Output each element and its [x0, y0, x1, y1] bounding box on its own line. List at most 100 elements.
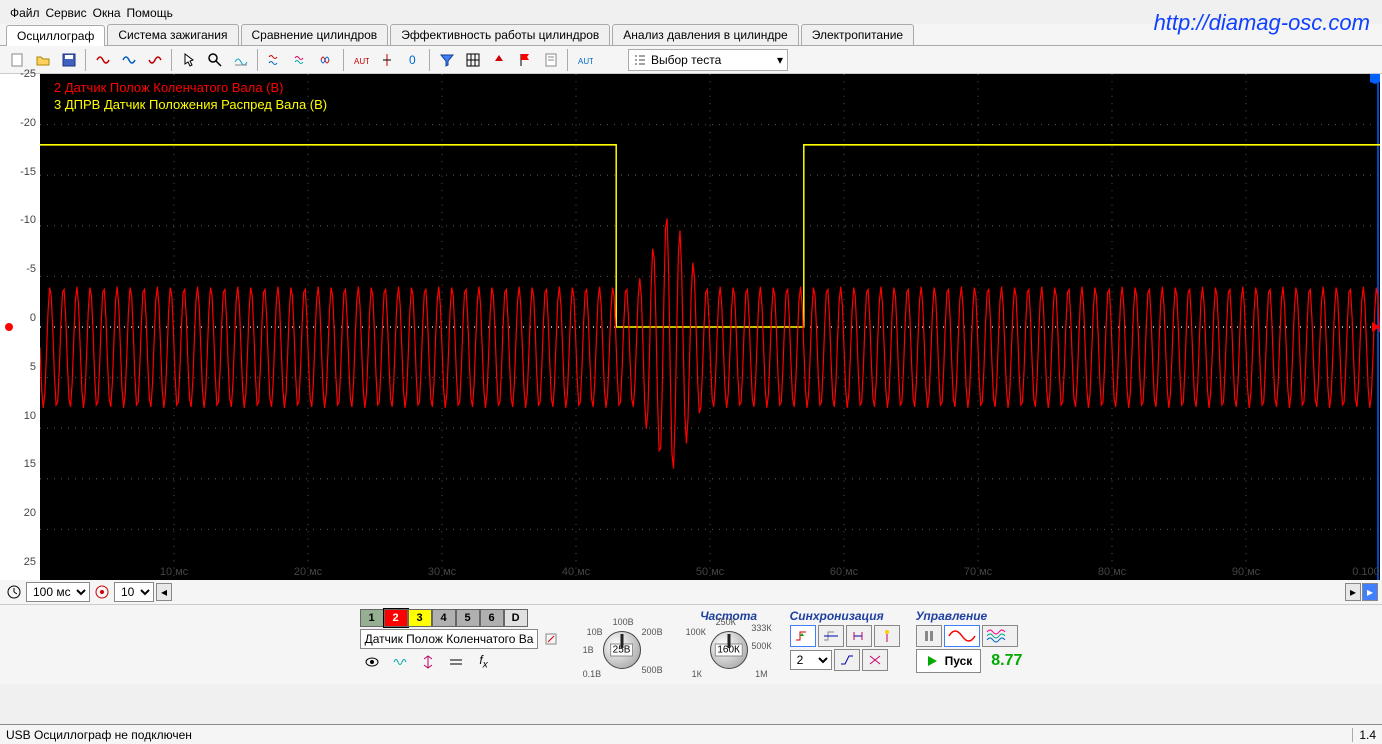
harmonic3-icon[interactable]	[143, 48, 167, 72]
zero-marker-left	[4, 322, 14, 332]
y-tick: 25	[24, 556, 36, 568]
div-icon[interactable]	[93, 583, 111, 601]
coupling-icon[interactable]	[445, 651, 467, 673]
channel-button-2[interactable]: 2	[384, 609, 408, 627]
multiwave1-icon[interactable]	[263, 48, 287, 72]
voltage-knob[interactable]: 25В	[603, 631, 641, 669]
channel-button-6[interactable]: 6	[480, 609, 504, 627]
separator	[257, 49, 259, 71]
pause-button[interactable]	[916, 625, 942, 647]
menu-file[interactable]: Файл	[10, 6, 40, 20]
harmonic1-icon[interactable]	[91, 48, 115, 72]
legend-item: 2 Датчик Полож Коленчатого Вала (В)	[54, 80, 327, 95]
y-tick: -15	[20, 166, 36, 178]
channel-button-4[interactable]: 4	[432, 609, 456, 627]
grid-icon[interactable]	[461, 48, 485, 72]
channel-button-D[interactable]: D	[504, 609, 528, 627]
menu-help[interactable]: Помощь	[127, 6, 173, 20]
y-tick: 15	[24, 458, 36, 470]
timebase-select[interactable]: 100 мс	[26, 582, 90, 602]
voltage-value: 25В	[610, 644, 634, 657]
sync-mode-ext-icon[interactable]	[874, 625, 900, 647]
filter-icon[interactable]	[435, 48, 459, 72]
single-wave-button[interactable]	[944, 625, 980, 647]
legend: 2 Датчик Полож Коленчатого Вала (В) 3 ДПР…	[54, 80, 327, 114]
menu-service[interactable]: Сервис	[46, 6, 87, 20]
voltage-knob-group: 25В 1В 10В 100В 200В 500В 0.1В	[578, 609, 668, 679]
play-icon	[925, 654, 939, 668]
channel-button-1[interactable]: 1	[360, 609, 384, 627]
svg-text:AUTO: AUTO	[354, 57, 369, 66]
run-button[interactable]: Пуск	[916, 649, 982, 673]
checklist-icon	[633, 53, 647, 67]
fx-icon[interactable]: fx	[473, 651, 495, 673]
x-tick: 10 мс	[160, 566, 188, 578]
sync-mode-rising-icon[interactable]	[790, 625, 816, 647]
tab-0[interactable]: Осциллограф	[6, 25, 105, 46]
scope-canvas[interactable]: 2 Датчик Полож Коленчатого Вала (В) 3 ДПР…	[40, 74, 1380, 580]
cursor-icon[interactable]	[177, 48, 201, 72]
x-tick: 90 мс	[1232, 566, 1260, 578]
zoom-icon[interactable]	[203, 48, 227, 72]
separator	[85, 49, 87, 71]
toolbar: AUTO 0 AUTO Выбор теста ▾	[0, 46, 1382, 74]
channel-edit-icon[interactable]	[541, 629, 561, 649]
multi-wave-button[interactable]	[982, 625, 1018, 647]
auto-icon[interactable]: AUTO	[349, 48, 373, 72]
x-tick: 40 мс	[562, 566, 590, 578]
zero-icon[interactable]: 0	[401, 48, 425, 72]
multiwave2-icon[interactable]	[289, 48, 313, 72]
scroll-right-icon[interactable]: ▸	[1345, 583, 1361, 601]
scroll-end-icon[interactable]: ▸	[1362, 583, 1378, 601]
tab-5[interactable]: Электропитание	[801, 24, 914, 45]
y-tick: -20	[20, 117, 36, 129]
frequency-knob-group: Частота 160К 100К 250К 333К 500К 1М 1К	[684, 609, 774, 679]
marker-up-icon[interactable]	[487, 48, 511, 72]
tab-1[interactable]: Система зажигания	[107, 24, 238, 45]
wave-mode-icon[interactable]	[389, 651, 411, 673]
auto2-icon[interactable]: AUTO	[573, 48, 597, 72]
test-selector[interactable]: Выбор теста ▾	[628, 49, 788, 71]
trigger-icon[interactable]	[375, 48, 399, 72]
tab-4[interactable]: Анализ давления в цилиндре	[612, 24, 798, 45]
wave-tool-icon[interactable]	[229, 48, 253, 72]
x-tick: 20 мс	[294, 566, 322, 578]
trigger-marker[interactable]	[1370, 74, 1380, 84]
y-tick: 0	[30, 312, 36, 324]
frequency-knob[interactable]: 160К	[710, 631, 748, 669]
scope-area: -25-20-15-10-50510152025 2 Датчик Полож …	[0, 74, 1382, 580]
save-icon[interactable]	[57, 48, 81, 72]
harmonic2-icon[interactable]	[117, 48, 141, 72]
tab-3[interactable]: Эффективность работы цилиндров	[390, 24, 610, 45]
multiwave3-icon[interactable]	[315, 48, 339, 72]
sync-group: Синхронизация 2	[790, 609, 900, 671]
x-axis: 10 мс20 мс30 мс40 мс50 мс60 мс70 мс80 мс…	[40, 562, 1380, 580]
separator	[567, 49, 569, 71]
sync-mode-trig-icon[interactable]	[846, 625, 872, 647]
watermark: http://diamag-osc.com	[1154, 10, 1370, 36]
clock-icon[interactable]	[5, 583, 23, 601]
sync-mode-level-icon[interactable]	[818, 625, 844, 647]
zero-marker-right	[1372, 322, 1382, 332]
channel-name-field[interactable]: Датчик Полож Коленчатого Ва	[360, 629, 538, 649]
channel-panel: 123456D Датчик Полож Коленчатого Ва fx	[360, 609, 562, 673]
dropdown-icon: ▾	[777, 53, 783, 67]
svg-text:AUTO: AUTO	[578, 57, 593, 66]
version-text: 1.4	[1352, 728, 1376, 742]
scroll-left-icon[interactable]: ◂	[156, 583, 172, 601]
legend-item: 3 ДПРВ Датчик Положения Распред Вала (В)	[54, 97, 327, 112]
x-tick: 70 мс	[964, 566, 992, 578]
y-tick: -25	[20, 68, 36, 80]
channel-button-3[interactable]: 3	[408, 609, 432, 627]
sync-settings-icon[interactable]	[862, 649, 888, 671]
flag-icon[interactable]	[513, 48, 537, 72]
notes-icon[interactable]	[539, 48, 563, 72]
sync-source-select[interactable]: 2	[790, 650, 832, 670]
div-select[interactable]: 10	[114, 582, 154, 602]
menu-windows[interactable]: Окна	[93, 6, 121, 20]
sync-edge-icon[interactable]	[834, 649, 860, 671]
eye-icon[interactable]	[361, 651, 383, 673]
channel-button-5[interactable]: 5	[456, 609, 480, 627]
tab-2[interactable]: Сравнение цилиндров	[241, 24, 389, 45]
offset-icon[interactable]	[417, 651, 439, 673]
